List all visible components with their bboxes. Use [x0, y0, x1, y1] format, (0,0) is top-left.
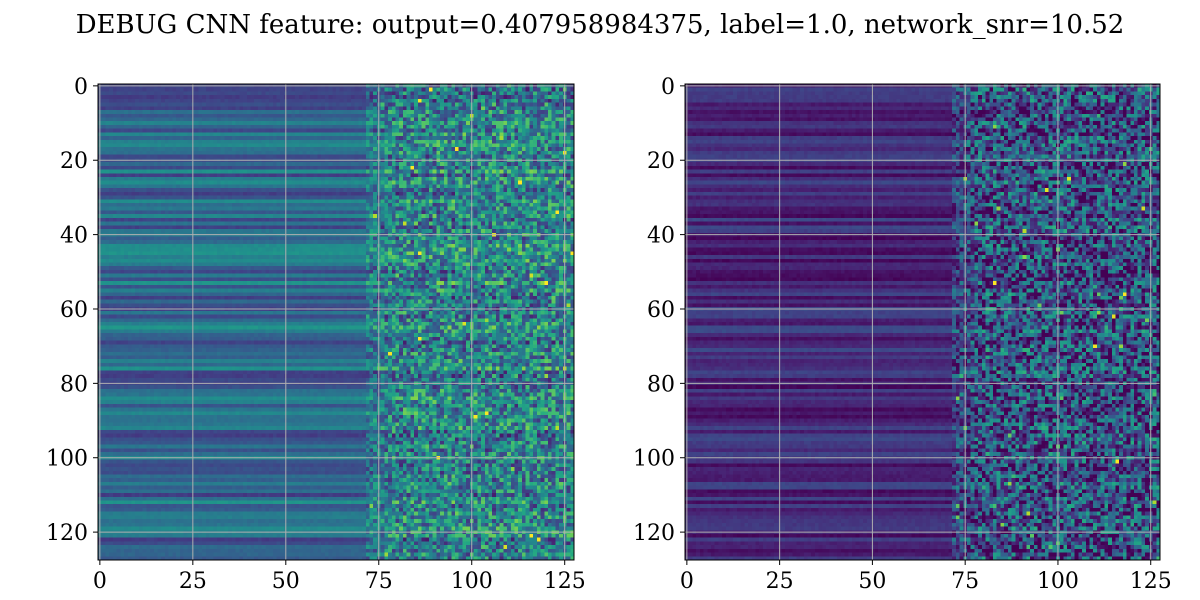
heatmap-image [98, 84, 574, 560]
y-tick-label: 40 [647, 224, 675, 249]
y-tick-label: 40 [60, 224, 88, 249]
y-tick-label: 120 [633, 521, 675, 546]
y-tick-label: 80 [60, 372, 88, 397]
y-tick-label: 80 [647, 372, 675, 397]
x-tick-label: 75 [365, 569, 393, 594]
y-tick-label: 100 [633, 447, 675, 472]
x-tick-label: 50 [272, 569, 300, 594]
heatmap-image [685, 84, 1160, 560]
axes-frame [97, 83, 575, 561]
chart-title: DEBUG CNN feature: output=0.407958984375… [75, 10, 1125, 40]
heatmap-panel-right: 0 25 50 75 100 125 0 20 40 60 80 100 120 [633, 75, 1172, 594]
x-tick-label: 25 [766, 569, 794, 594]
y-tick-label: 20 [647, 149, 675, 174]
x-tick-label: 100 [451, 569, 493, 594]
x-tick-label: 0 [93, 569, 107, 594]
axes-frame [684, 83, 1161, 561]
x-tick-label: 0 [680, 569, 694, 594]
y-tick-label: 0 [661, 75, 675, 100]
x-tick-label: 50 [858, 569, 886, 594]
y-tick-label: 100 [46, 447, 88, 472]
y-tick-label: 120 [46, 521, 88, 546]
x-tick-label: 25 [179, 569, 207, 594]
x-tick-label: 125 [1130, 569, 1172, 594]
y-tick-label: 20 [60, 149, 88, 174]
y-tick-label: 60 [647, 298, 675, 323]
y-tick-label: 0 [74, 75, 88, 100]
y-tick-label: 60 [60, 298, 88, 323]
heatmap-panel-left: 0 25 50 75 100 125 0 20 40 60 80 100 120 [46, 75, 586, 594]
x-tick-label: 125 [544, 569, 586, 594]
x-tick-label: 75 [951, 569, 979, 594]
x-tick-label: 100 [1037, 569, 1079, 594]
